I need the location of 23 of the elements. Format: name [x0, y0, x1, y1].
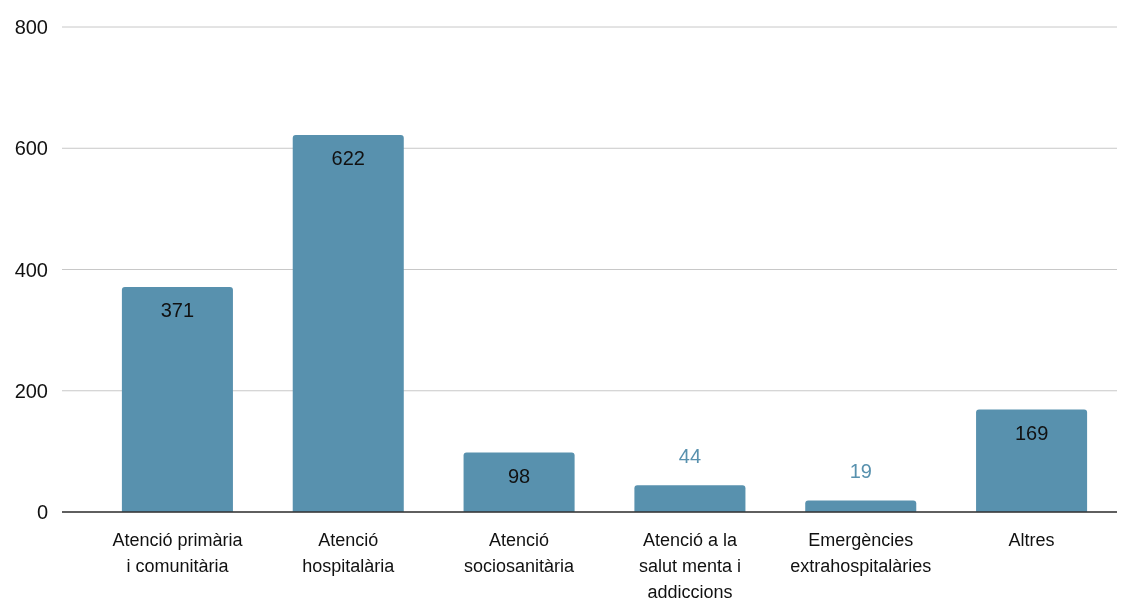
bar [463, 452, 575, 512]
x-tick-label: Atenció a la salut menta i addiccions [638, 530, 741, 602]
data-label: 19 [849, 460, 872, 483]
x-tick-label: Atenció sociosanitària [464, 530, 576, 576]
data-label: 169 [1014, 421, 1049, 444]
bar [634, 485, 746, 512]
x-tick-label: Atenció hospitalària [302, 530, 396, 576]
y-tick-label: 0 [36, 501, 48, 523]
x-tick-label: Altres [1008, 530, 1055, 550]
data-label: 98 [507, 464, 531, 487]
data-label: 44 [678, 445, 702, 468]
x-tick-label: Emergències extrahospitalàries [790, 530, 932, 576]
bar [805, 500, 917, 512]
bar [292, 134, 404, 512]
data-label: 371 [160, 299, 195, 322]
x-tick-label: Atenció primària i comunitària [112, 530, 244, 576]
y-tick-label: 600 [14, 137, 48, 160]
bar [976, 409, 1088, 512]
y-tick-label: 800 [14, 16, 48, 38]
y-tick-label: 400 [14, 258, 48, 281]
bar [121, 287, 233, 512]
y-tick-label: 200 [14, 379, 48, 402]
data-label: 622 [331, 146, 365, 169]
